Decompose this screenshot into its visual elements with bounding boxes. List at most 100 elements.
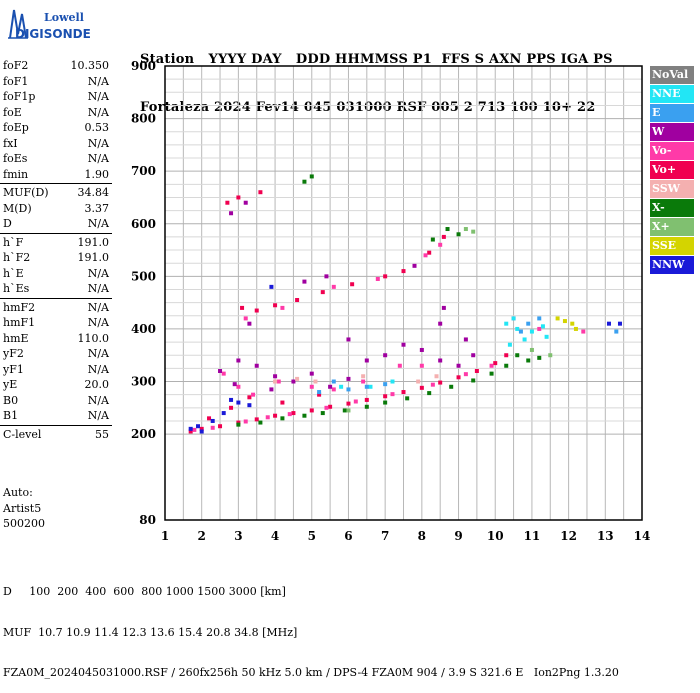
auto-label: Auto:	[3, 486, 33, 499]
echo-point	[309, 174, 314, 179]
x-tick-label: 9	[454, 529, 462, 543]
echo-point	[273, 374, 278, 379]
y-axis-ticks: 80 200 300 400 500 600 700 800 900	[131, 59, 156, 527]
param-value: N/A	[87, 316, 109, 329]
echo-point	[346, 376, 351, 381]
echo-point	[236, 195, 241, 200]
param-row: B1 N/A	[0, 408, 112, 424]
echo-point	[346, 337, 351, 342]
echo-point	[540, 324, 545, 329]
echo-point	[320, 290, 325, 295]
param-value: N/A	[87, 105, 109, 119]
param-value: N/A	[87, 347, 109, 360]
x-tick-label: 6	[344, 529, 352, 543]
echo-point	[419, 347, 424, 352]
echo-point	[614, 329, 619, 334]
param-row: B0 N/A	[0, 393, 112, 409]
echo-point	[247, 395, 252, 400]
echo-point	[236, 384, 241, 389]
footer-info: D 100 200 400 600 800 1000 1500 3000 [km…	[3, 558, 619, 693]
x-tick-label: 2	[198, 529, 206, 543]
x-tick-label: 12	[560, 529, 577, 543]
legend-item: NoVal	[650, 66, 694, 84]
echo-point	[401, 342, 406, 347]
echo-point	[254, 417, 259, 422]
echo-point	[489, 363, 494, 368]
echo-point	[529, 347, 534, 352]
param-row: h`E N/A	[0, 266, 112, 282]
echo-point	[375, 276, 380, 281]
x-tick-label: 14	[634, 529, 650, 543]
legend-item: NNW	[650, 256, 694, 274]
param-separator	[0, 424, 112, 426]
param-row: M(D) 3.37	[0, 201, 112, 217]
echo-point	[317, 392, 322, 397]
echo-point	[573, 326, 578, 331]
echo-point	[243, 200, 248, 205]
echo-point	[361, 379, 366, 384]
echo-point	[280, 400, 285, 405]
echo-point	[346, 401, 351, 406]
echo-point	[302, 179, 307, 184]
echo-point	[537, 316, 542, 321]
echo-point	[331, 284, 336, 289]
param-row: C-level 55	[0, 427, 112, 443]
echo-point	[188, 429, 193, 434]
y-tick-label: 700	[131, 164, 156, 178]
param-name: fmin	[3, 167, 29, 181]
legend-item: SSE	[650, 237, 694, 255]
param-value: N/A	[87, 74, 109, 88]
echo-point	[555, 316, 560, 321]
echo-point	[427, 391, 432, 396]
param-row: D N/A	[0, 216, 112, 232]
echo-point	[562, 319, 567, 324]
echo-point	[346, 408, 351, 413]
param-name: B0	[3, 393, 19, 407]
echo-point	[291, 411, 296, 416]
echo-point	[331, 387, 336, 392]
echo-point	[364, 404, 369, 409]
footer-file-row: FZA0M_2024045031000.RSF / 260fx256h 50 k…	[3, 666, 619, 679]
echo-point	[390, 392, 395, 397]
echo-point	[221, 371, 226, 376]
x-axis-ticks: 1 2 3 4 5 6 7 8 9 10 11 12 13 14	[161, 529, 650, 543]
echo-point	[423, 253, 428, 258]
param-row: foF1p N/A	[0, 89, 112, 105]
param-name: foF2	[3, 59, 29, 72]
echo-point	[221, 411, 226, 416]
param-value: N/A	[87, 300, 109, 314]
echo-point	[218, 369, 223, 374]
param-row: foEs N/A	[0, 151, 112, 167]
param-value: N/A	[87, 409, 109, 422]
echo-point	[287, 412, 292, 417]
param-name: hmF2	[3, 300, 36, 314]
echo-point	[493, 361, 498, 366]
echo-point	[317, 390, 322, 395]
param-value: 3.37	[84, 201, 110, 215]
echo-point	[463, 227, 468, 232]
x-tick-label: 7	[381, 529, 389, 543]
echo-point	[383, 274, 388, 279]
x-tick-label: 4	[271, 529, 279, 543]
echo-point	[346, 387, 351, 392]
echo-point	[218, 424, 223, 429]
echo-point	[544, 334, 549, 339]
footer-distance-row: D 100 200 400 600 800 1000 1500 3000 [km…	[3, 585, 286, 598]
echo-point	[324, 274, 329, 279]
echo-point	[210, 418, 215, 423]
param-row: hmE 110.0	[0, 331, 112, 347]
echo-point	[430, 382, 435, 387]
echo-point	[383, 353, 388, 358]
echo-point	[273, 413, 278, 418]
echo-point	[240, 305, 245, 310]
param-value: 110.0	[77, 331, 110, 345]
echo-point	[188, 426, 193, 431]
param-name: h`F	[3, 235, 24, 249]
echo-point	[438, 380, 443, 385]
param-name: h`Es	[3, 282, 30, 295]
param-row: foF1 N/A	[0, 74, 112, 90]
echo-point	[251, 392, 256, 397]
echo-point	[353, 399, 358, 404]
echo-point	[265, 415, 270, 420]
param-row: h`F2 191.0	[0, 250, 112, 266]
